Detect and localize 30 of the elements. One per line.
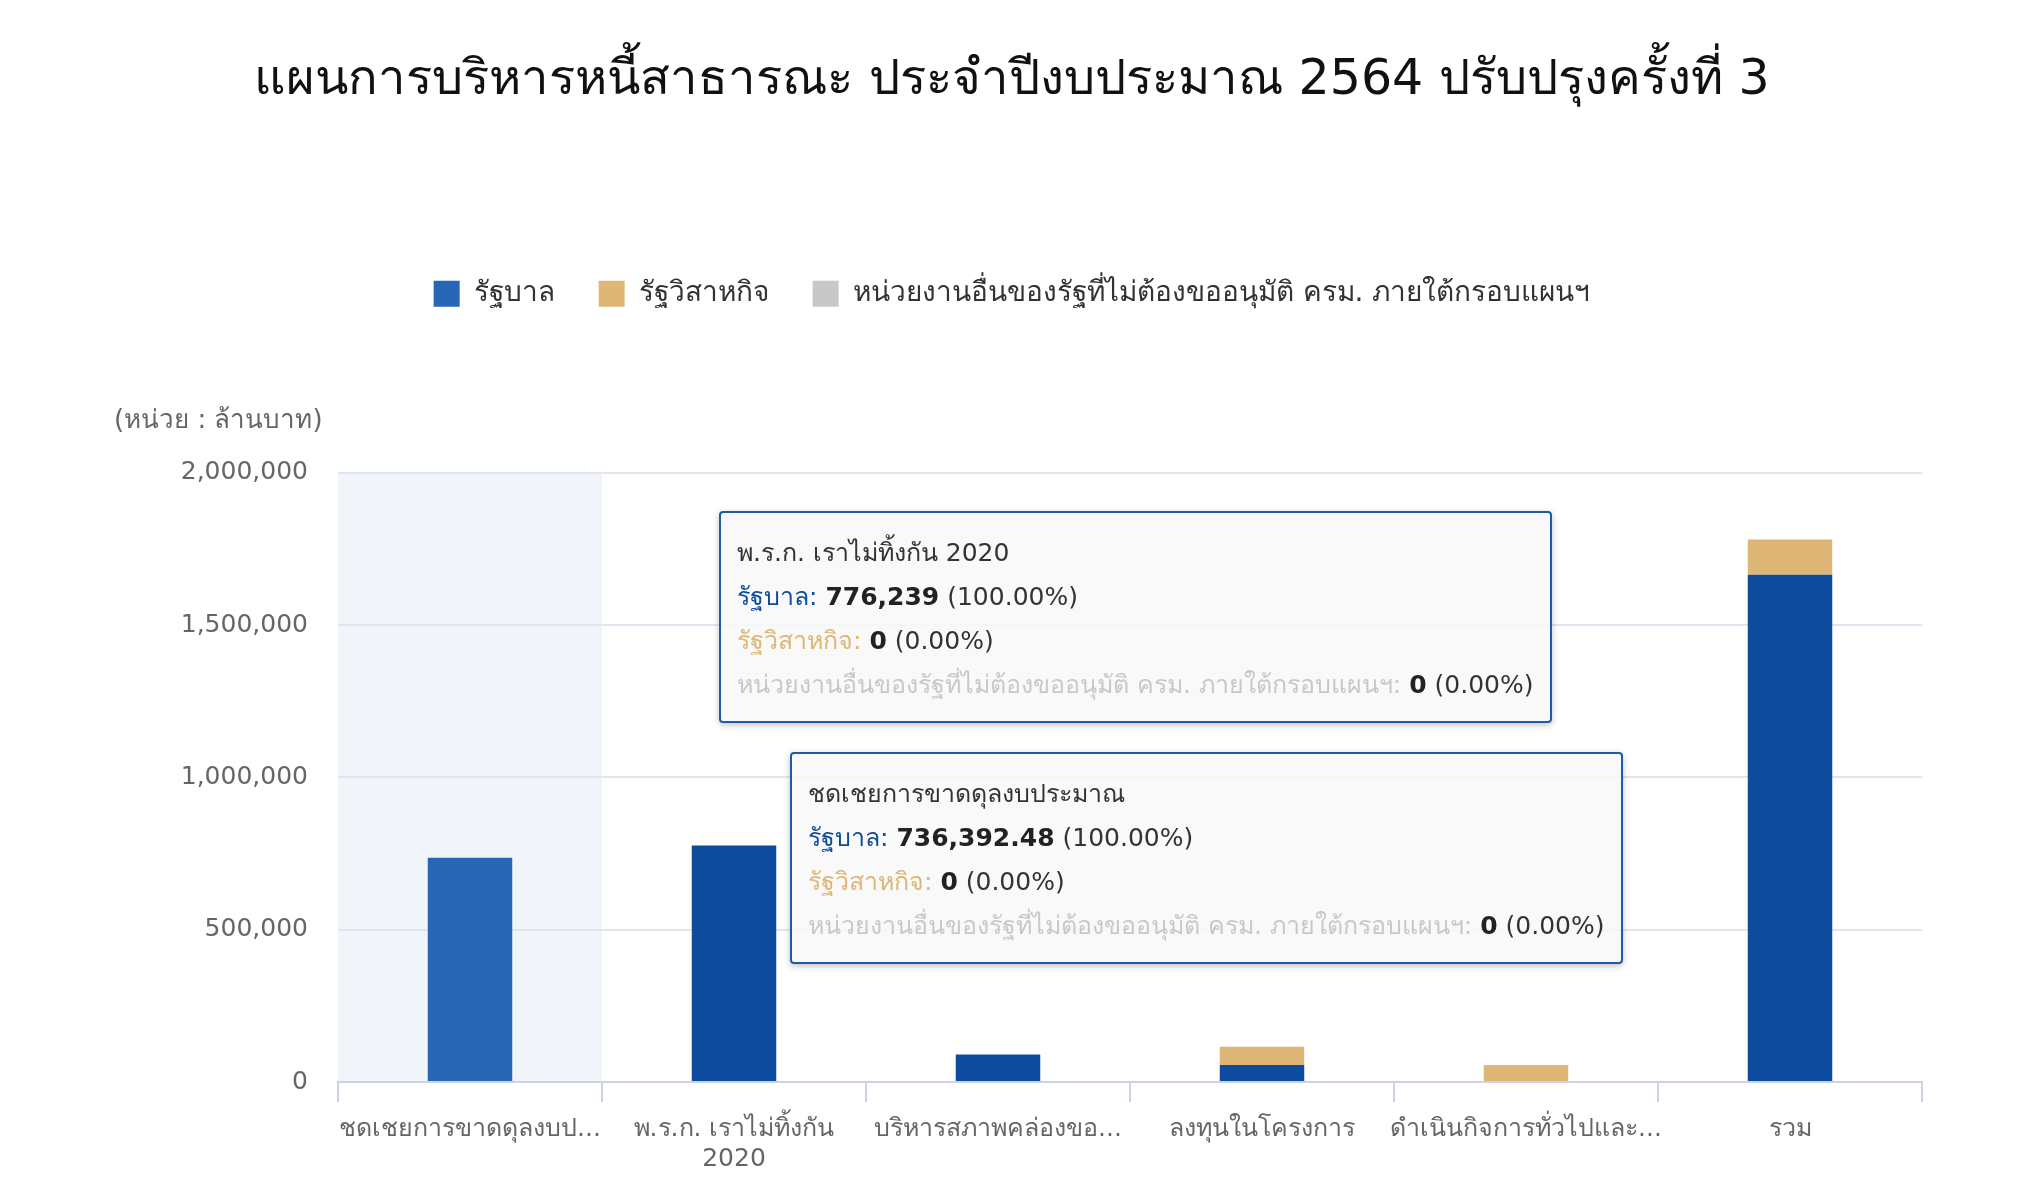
- legend-label: หน่วยงานอื่นของรัฐที่ไม่ต้องขออนุมัติ ครม. ภายใต้กรอบแผนฯ: [852, 272, 1591, 310]
- y-axis-title: (หน่วย : ล้านบาท): [114, 403, 323, 434]
- x-tick-label: รวม: [1768, 1112, 1812, 1142]
- bar: [691, 845, 777, 1081]
- y-tick-label: 1,000,000: [180, 760, 308, 790]
- annotation: รัฐวิสาหกิจ: 0 (0.00%): [808, 867, 1065, 896]
- x-tick-label: ลงทุนในโครงการ: [1169, 1112, 1355, 1143]
- x-tick-label: ดำเนินกิจการทั่วไปและ...: [1390, 1109, 1662, 1142]
- y-tick-label: 500,000: [204, 913, 308, 943]
- bar: [1219, 1064, 1305, 1081]
- y-tick-label: 0: [292, 1065, 308, 1095]
- bar: [427, 857, 513, 1081]
- bar: [1747, 539, 1833, 575]
- bar: [1219, 1046, 1305, 1065]
- y-tick-label: 2,000,000: [180, 456, 308, 486]
- annotation: ชดเชยการขาดดุลงบประมาณ: [808, 778, 1126, 811]
- bar: [955, 1054, 1041, 1081]
- bar: [1483, 1064, 1569, 1081]
- x-tick-label: บริหารสภาพคล่องขอ...: [874, 1112, 1122, 1142]
- annotation: รัฐบาล: 736,392.48 (100.00%): [808, 823, 1194, 852]
- x-tick-label: ชดเชยการขาดดุลงบป...: [339, 1112, 601, 1143]
- bar: [1747, 574, 1833, 1081]
- y-tick-label: 1,500,000: [180, 608, 308, 638]
- legend-label: รัฐวิสาหกิจ: [638, 275, 769, 309]
- chart-title: แผนการบริหารหนี้สาธารณะ ประจำปีงบประมาณ 2564 ปรับปรุงครั้งที่ 3: [254, 42, 1770, 108]
- annotation: พ.ร.ก. เราไม่ทิ้งกัน 2020: [737, 533, 1011, 569]
- x-tick-label: พ.ร.ก. เราไม่ทิ้งกัน 2020: [633, 1108, 835, 1172]
- annotation: รัฐวิสาหกิจ: 0 (0.00%): [737, 626, 994, 655]
- legend-label: รัฐบาล: [473, 275, 555, 309]
- annotation: รัฐบาล: 776,239 (100.00%): [737, 582, 1078, 611]
